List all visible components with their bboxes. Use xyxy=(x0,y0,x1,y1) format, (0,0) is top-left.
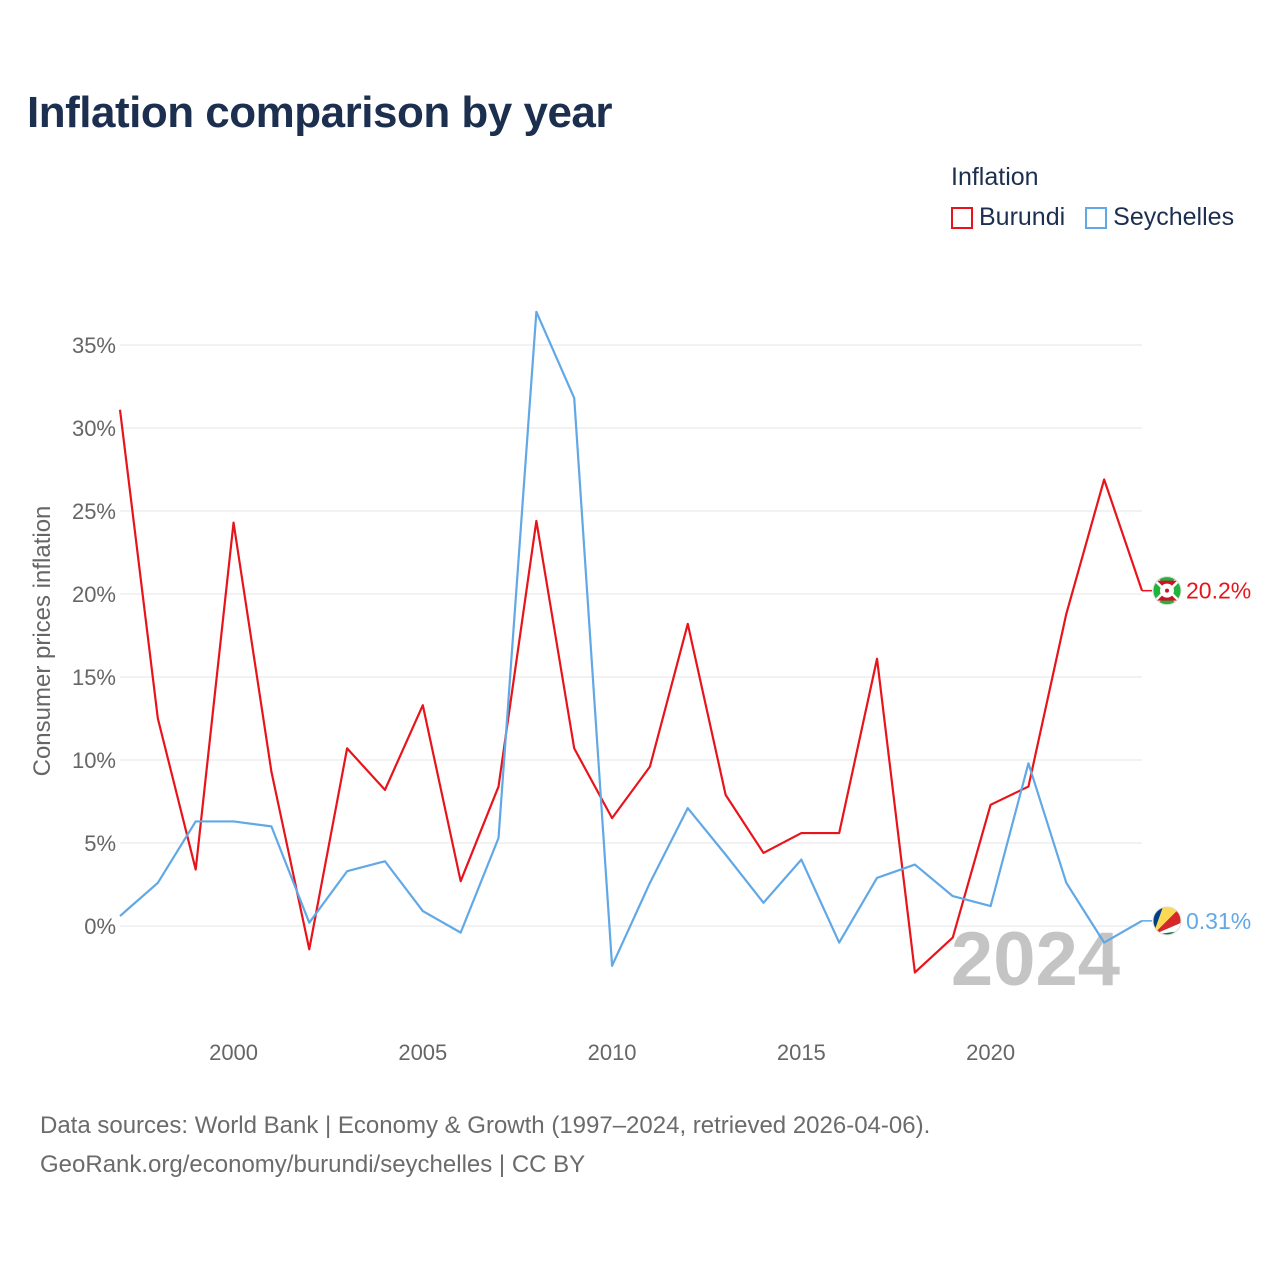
data-point-burundi[interactable] xyxy=(1025,784,1031,790)
source-line-1: Data sources: World Bank | Economy & Gro… xyxy=(40,1112,931,1139)
y-axis-title: Consumer prices inflation xyxy=(29,506,56,777)
data-point-burundi[interactable] xyxy=(533,518,539,524)
data-point-burundi[interactable] xyxy=(420,702,426,708)
data-point-seychelles[interactable] xyxy=(155,880,161,886)
y-tick-label: 15% xyxy=(72,665,116,690)
data-point-burundi[interactable] xyxy=(836,830,842,836)
y-tick-label: 10% xyxy=(72,748,116,773)
data-point-burundi[interactable] xyxy=(988,802,994,808)
data-point-seychelles[interactable] xyxy=(117,913,123,919)
data-point-seychelles[interactable] xyxy=(1101,940,1107,946)
legend-label-burundi: Burundi xyxy=(979,203,1066,231)
end-label-burundi: 20.2% xyxy=(1186,578,1251,604)
end-label-seychelles: 0.31% xyxy=(1186,908,1251,934)
series-lines xyxy=(117,309,1144,975)
data-point-burundi[interactable] xyxy=(231,520,237,526)
data-point-burundi[interactable] xyxy=(950,935,956,941)
y-tick-label: 30% xyxy=(72,416,116,441)
source-note: Data sources: World Bank | Economy & Gro… xyxy=(40,1106,930,1184)
data-point-burundi[interactable] xyxy=(874,656,880,662)
data-point-seychelles[interactable] xyxy=(912,862,918,868)
data-point-burundi[interactable] xyxy=(798,830,804,836)
data-point-burundi[interactable] xyxy=(117,407,123,413)
data-point-seychelles[interactable] xyxy=(268,823,274,829)
data-point-seychelles[interactable] xyxy=(798,857,804,863)
data-point-seychelles[interactable] xyxy=(1025,760,1031,766)
source-line-2[interactable]: GeoRank.org/economy/burundi/seychelles |… xyxy=(40,1151,586,1178)
legend-swatch-burundi xyxy=(951,206,973,229)
legend-swatch-seychelles xyxy=(1085,206,1108,229)
y-tick-labels: 0% 5% 10% 15% 20% 25% 30% 35% xyxy=(72,333,116,939)
x-tick-label: 2020 xyxy=(966,1040,1015,1065)
data-point-burundi[interactable] xyxy=(647,764,653,770)
year-watermark: 2024 xyxy=(951,917,1120,1002)
data-point-seychelles[interactable] xyxy=(685,805,691,811)
gridlines xyxy=(120,344,1142,927)
x-tick-label: 2005 xyxy=(398,1040,447,1065)
y-tick-label: 0% xyxy=(84,914,116,939)
data-point-seychelles[interactable] xyxy=(344,868,350,874)
data-point-seychelles[interactable] xyxy=(496,835,502,841)
data-point-seychelles[interactable] xyxy=(609,963,615,969)
series-line-seychelles[interactable] xyxy=(119,310,1143,967)
data-point-seychelles[interactable] xyxy=(1063,880,1069,886)
data-point-seychelles[interactable] xyxy=(723,852,729,858)
data-point-burundi[interactable] xyxy=(268,769,274,775)
series-end-labels: 20.2% 0.31% xyxy=(1142,574,1251,936)
data-point-burundi[interactable] xyxy=(609,815,615,821)
y-tick-label: 5% xyxy=(84,831,116,856)
data-point-burundi[interactable] xyxy=(760,850,766,856)
data-point-seychelles[interactable] xyxy=(458,930,464,936)
data-point-burundi[interactable] xyxy=(571,745,577,751)
data-point-burundi[interactable] xyxy=(155,716,161,722)
data-point-burundi[interactable] xyxy=(344,745,350,751)
legend-item-seychelles[interactable]: Seychelles xyxy=(1085,203,1234,232)
data-point-burundi[interactable] xyxy=(306,946,312,952)
data-point-burundi[interactable] xyxy=(1101,476,1107,482)
data-point-seychelles[interactable] xyxy=(420,908,426,914)
data-point-seychelles[interactable] xyxy=(571,395,577,401)
burundi-flag-icon xyxy=(1151,574,1183,607)
data-point-seychelles[interactable] xyxy=(988,903,994,909)
data-point-seychelles[interactable] xyxy=(306,920,312,926)
data-point-burundi[interactable] xyxy=(382,787,388,793)
data-point-seychelles[interactable] xyxy=(950,893,956,899)
y-tick-label: 25% xyxy=(72,499,116,524)
data-point-seychelles[interactable] xyxy=(647,880,653,886)
x-tick-label: 2010 xyxy=(588,1040,637,1065)
x-tick-label: 2015 xyxy=(777,1040,826,1065)
data-point-burundi[interactable] xyxy=(685,621,691,627)
data-point-seychelles[interactable] xyxy=(760,900,766,906)
data-point-burundi[interactable] xyxy=(193,867,199,873)
data-point-burundi[interactable] xyxy=(496,784,502,790)
legend-label-seychelles: Seychelles xyxy=(1113,203,1235,231)
series-line-burundi[interactable] xyxy=(118,409,1144,974)
data-point-seychelles[interactable] xyxy=(382,858,388,864)
data-point-seychelles[interactable] xyxy=(836,940,842,946)
seychelles-flag-icon xyxy=(1152,906,1182,936)
data-point-burundi[interactable] xyxy=(723,792,729,798)
legend-item-burundi[interactable]: Burundi xyxy=(951,203,1065,232)
chart-title: Inflation comparison by year xyxy=(27,88,613,137)
data-point-burundi[interactable] xyxy=(912,969,918,975)
data-point-seychelles[interactable] xyxy=(231,818,237,824)
data-point-seychelles[interactable] xyxy=(533,309,539,315)
data-point-seychelles[interactable] xyxy=(874,875,880,881)
y-tick-label: 20% xyxy=(72,582,116,607)
data-point-seychelles[interactable] xyxy=(193,818,199,824)
legend: Burundi Seychelles xyxy=(951,203,1234,232)
data-point-burundi[interactable] xyxy=(1063,611,1069,617)
y-tick-label: 35% xyxy=(72,333,116,358)
data-point-burundi[interactable] xyxy=(458,878,464,884)
x-tick-label: 2000 xyxy=(209,1040,258,1065)
legend-title: Inflation xyxy=(951,163,1039,191)
x-tick-labels: 2000 2005 2010 2015 2020 xyxy=(209,1040,1015,1065)
